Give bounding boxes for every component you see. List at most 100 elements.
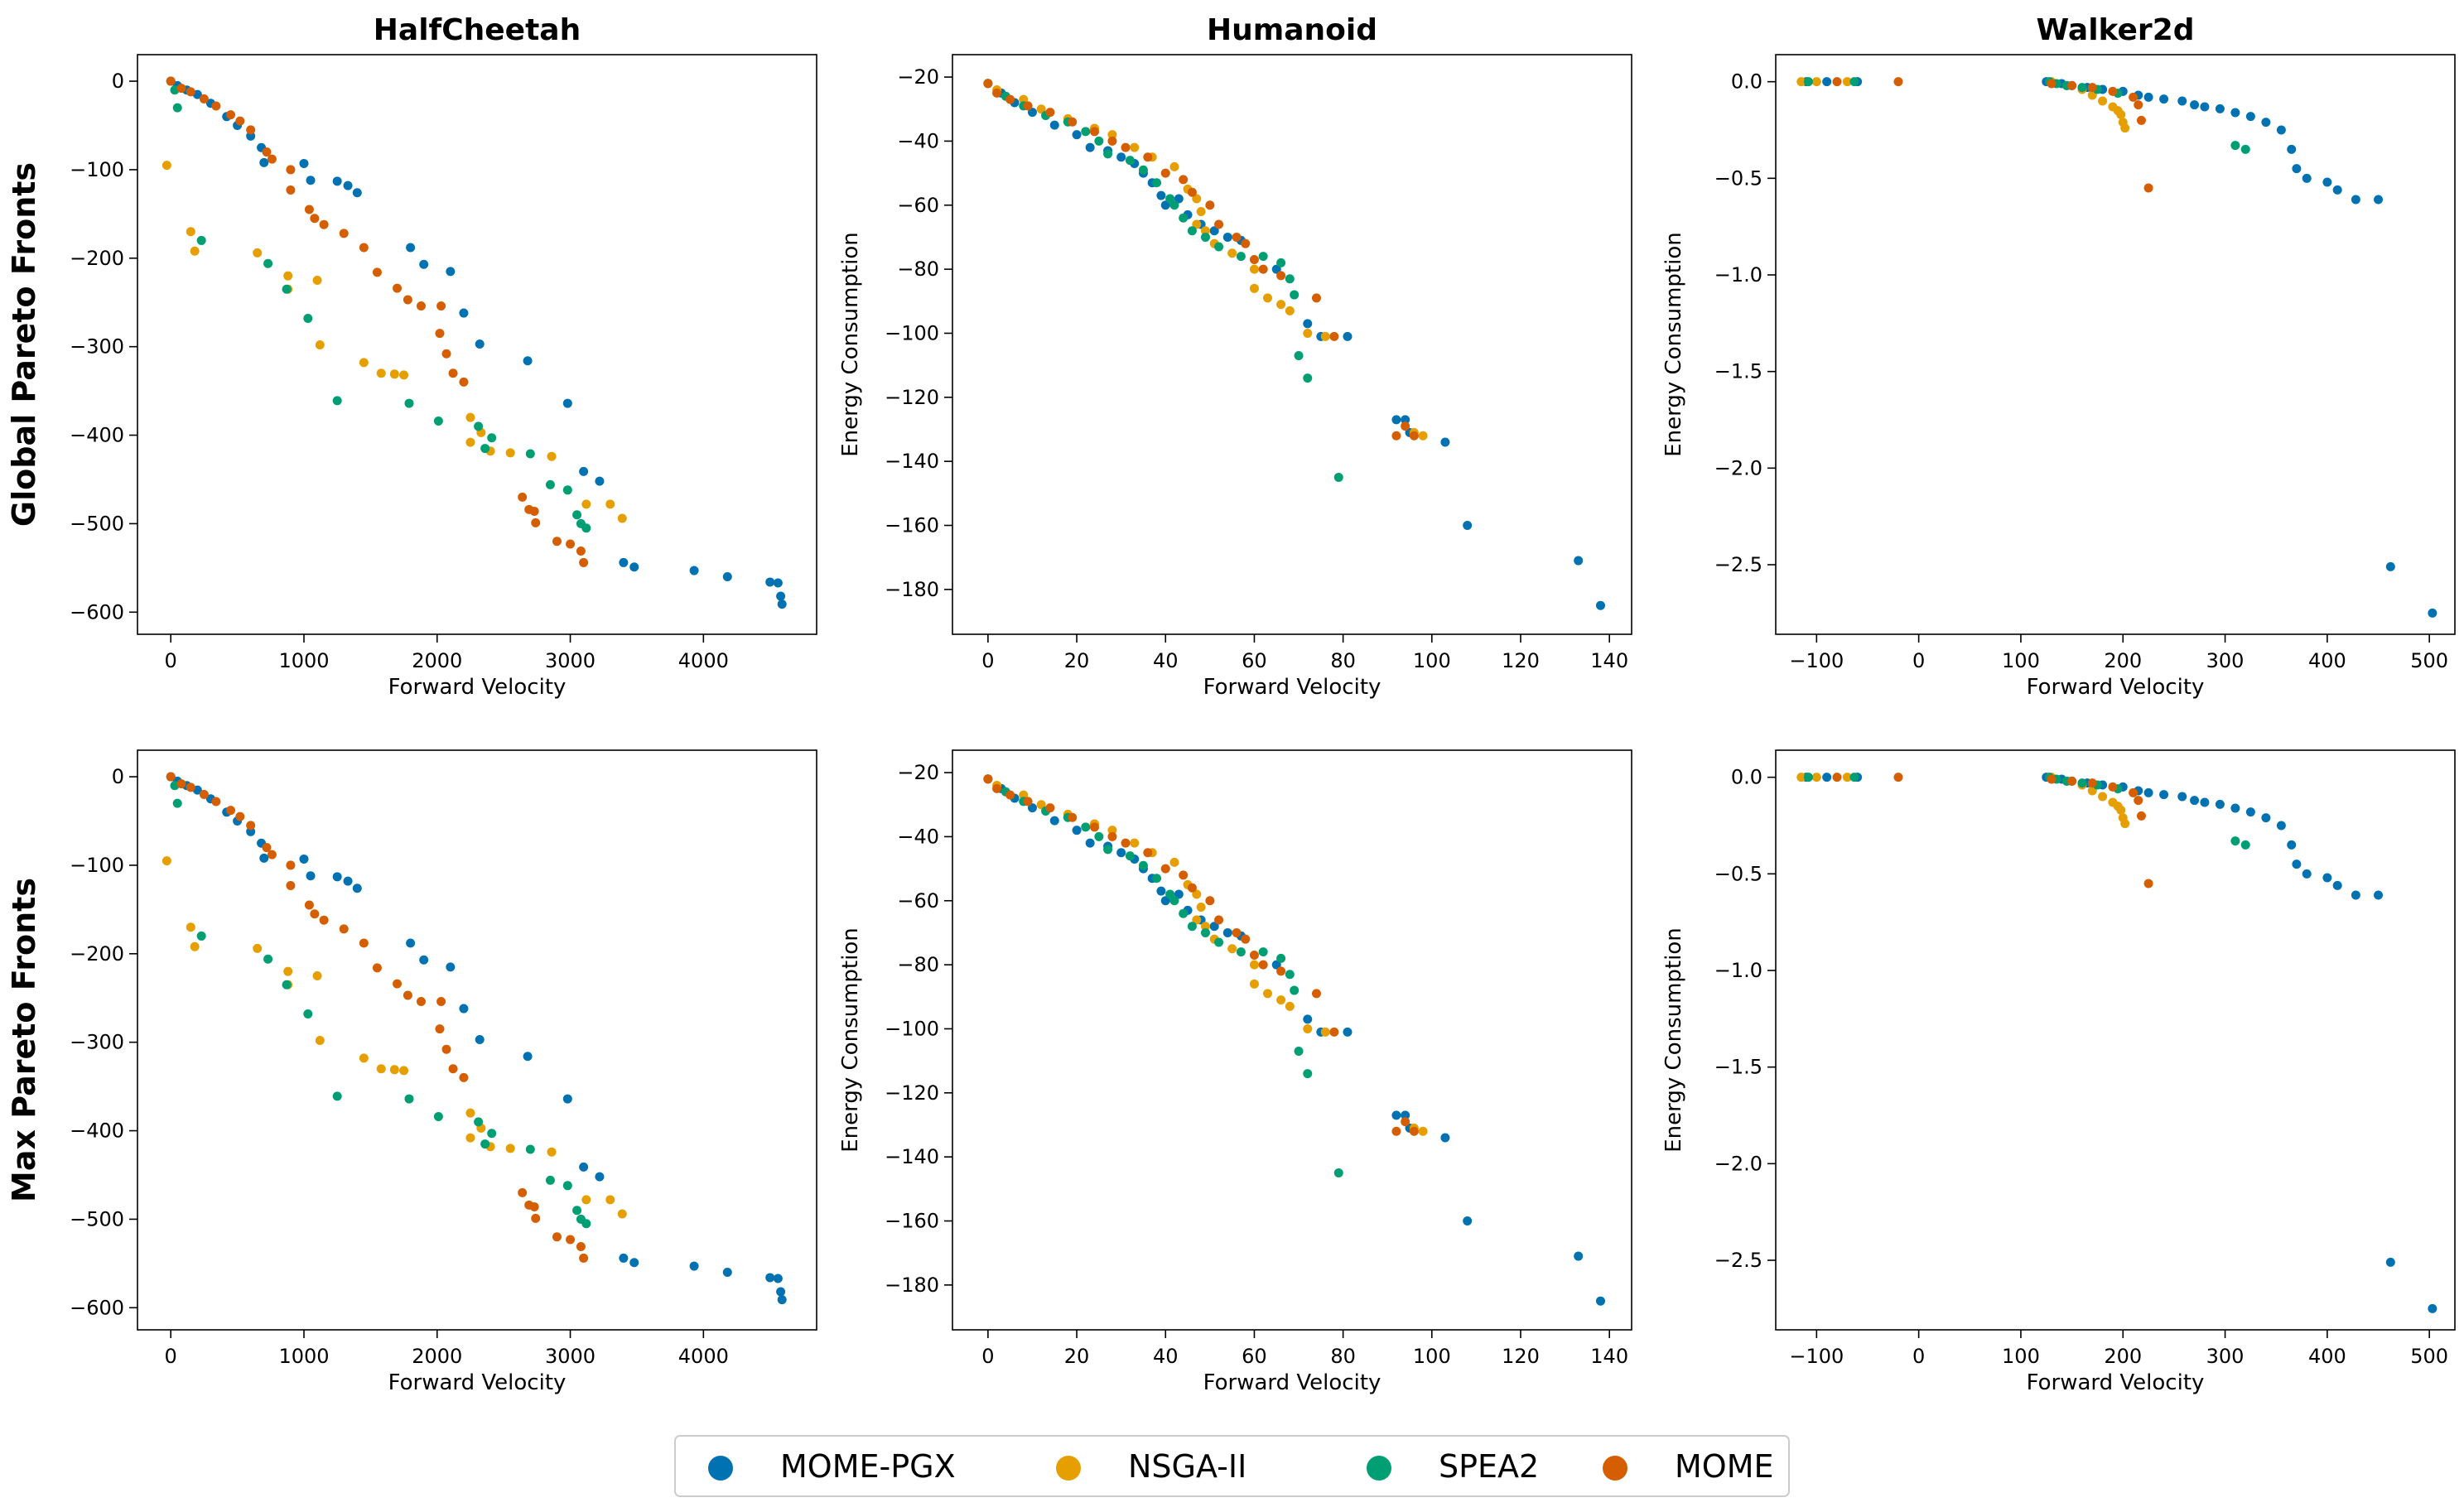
points [1796, 773, 2437, 1313]
point-mome [518, 492, 528, 502]
x-axis-label: Forward Velocity [2027, 1370, 2205, 1395]
x-tick-label: 4000 [678, 1345, 729, 1368]
x-tick-label: 100 [1413, 649, 1451, 672]
x-axis-label: Forward Velocity [2027, 675, 2205, 700]
y-tick-label: −60 [897, 194, 939, 217]
point-spea2 [1103, 149, 1113, 159]
point-spea2 [1214, 937, 1224, 947]
y-tick-label: 0.0 [1731, 766, 1762, 789]
point-mome [1160, 168, 1170, 178]
x-tick-label: 400 [2308, 1345, 2346, 1368]
point-nsga-ii [1019, 94, 1029, 104]
point-mome [372, 267, 382, 277]
point-mome [1893, 77, 1903, 87]
point-spea2 [1187, 922, 1197, 932]
point-nsga-ii [359, 358, 369, 368]
point-spea2 [562, 1181, 572, 1191]
point-mome-pgx [1160, 896, 1170, 906]
point-spea2 [1803, 773, 1813, 782]
point-nsga-ii [465, 1133, 475, 1143]
point-spea2 [303, 1009, 313, 1018]
point-mome-pgx [1222, 232, 1232, 242]
point-mome-pgx [1391, 415, 1401, 425]
y-tick-label: −300 [70, 335, 124, 359]
point-mome-pgx [2245, 807, 2255, 817]
point-mome-pgx [1027, 803, 1037, 813]
point-mome [435, 329, 445, 339]
point-mome-pgx [773, 1274, 783, 1283]
point-mome [1179, 175, 1189, 185]
point-mome [262, 147, 272, 157]
points [983, 79, 1605, 610]
point-mome-pgx [343, 876, 353, 886]
point-mome [403, 990, 412, 1000]
point-spea2 [1285, 274, 1295, 284]
point-nsga-ii [1130, 142, 1140, 152]
point-mome [1143, 848, 1153, 858]
point-nsga-ii [1811, 773, 1821, 782]
point-spea2 [525, 449, 535, 459]
point-mome [393, 979, 403, 989]
point-nsga-ii [389, 369, 399, 379]
point-mome [1311, 989, 1321, 999]
point-mome-pgx [629, 562, 639, 572]
point-mome-pgx [1343, 1027, 1353, 1037]
x-tick-label: 300 [2206, 1345, 2245, 1368]
point-mome [2047, 774, 2057, 784]
point-nsga-ii [581, 1195, 591, 1205]
point-mome-pgx [1822, 77, 1832, 87]
point-mome [576, 547, 586, 556]
point-mome [1107, 831, 1117, 841]
y-tick-label: 0 [112, 70, 124, 93]
point-mome [286, 185, 296, 195]
point-nsga-ii [1276, 995, 1286, 1005]
legend-frame [674, 1435, 1790, 1497]
point-mome [1143, 152, 1153, 162]
legend: MOME-PGX NSGA-II SPEA2 MOME [674, 1435, 1790, 1497]
y-tick-label: −2.5 [1714, 553, 1762, 576]
point-mome [226, 806, 236, 816]
point-mome [529, 506, 539, 516]
point-mome [531, 1213, 541, 1223]
point-nsga-ii [465, 437, 475, 447]
point-mome [393, 283, 403, 293]
x-axis-label: Forward Velocity [1203, 675, 1381, 700]
point-nsga-ii [190, 246, 200, 256]
point-spea2 [1187, 226, 1197, 236]
point-nsga-ii [1200, 922, 1210, 932]
point-mome [1121, 142, 1131, 152]
point-nsga-ii [2120, 123, 2130, 133]
point-nsga-ii [253, 943, 263, 953]
y-tick-label: 0.0 [1731, 70, 1762, 94]
point-mome-pgx [776, 591, 786, 601]
point-nsga-ii [1249, 283, 1259, 293]
point-mome-pgx [2428, 608, 2437, 618]
point-spea2 [1103, 845, 1113, 855]
point-mome [1187, 187, 1197, 197]
x-tick-label: 100 [2002, 649, 2040, 672]
point-mome-pgx [562, 398, 572, 408]
point-mome [339, 924, 349, 934]
point-mome [1068, 812, 1078, 822]
point-mome-pgx [2177, 792, 2187, 802]
point-mome-pgx [2374, 890, 2384, 900]
point-mome [211, 101, 221, 111]
point-mome-pgx [2322, 873, 2332, 883]
point-mome [1023, 101, 1033, 111]
point-nsga-ii [1036, 104, 1046, 114]
panel-walker2d-row1: −100 0 100 200 300 400 500 0.0 −0.5 −1.0 −1.5 −2.0 −… [1661, 13, 2456, 700]
point-mome-pgx [722, 1268, 732, 1278]
y-tick-label: −80 [897, 953, 939, 976]
point-spea2 [196, 931, 206, 941]
point-mome [319, 915, 329, 925]
point-nsga-ii [1200, 226, 1210, 236]
point-nsga-ii [190, 941, 200, 951]
point-nsga-ii [1796, 773, 1806, 782]
point-nsga-ii [1192, 194, 1202, 204]
point-mome-pgx [2261, 118, 2271, 128]
point-mome-pgx [2230, 803, 2240, 813]
y-tick-label: −100 [885, 1017, 939, 1040]
point-mome [166, 772, 176, 782]
point-nsga-ii [505, 448, 515, 458]
point-mome-pgx [459, 308, 469, 318]
